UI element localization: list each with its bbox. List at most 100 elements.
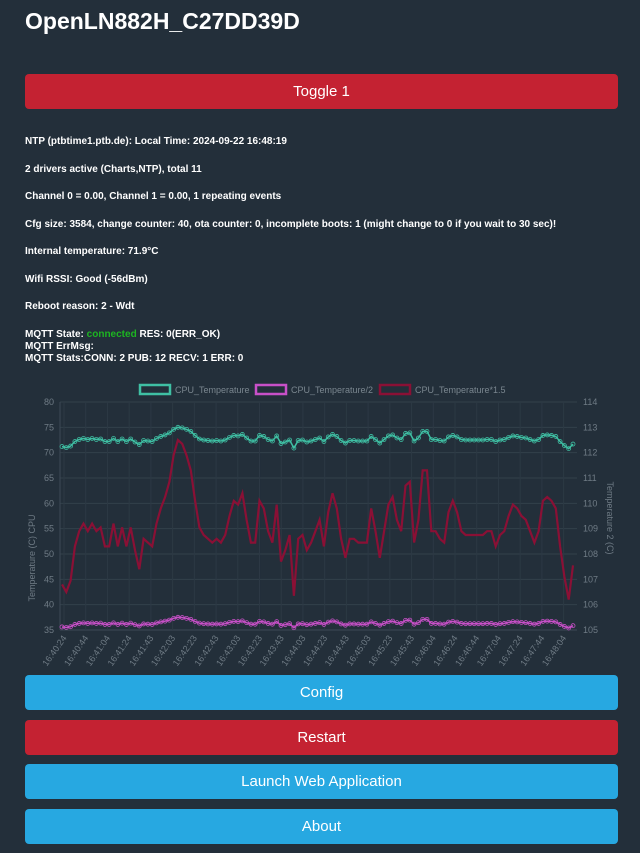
point-cpu-temperature bbox=[343, 440, 348, 446]
point-cpu-temperature bbox=[239, 432, 245, 437]
point-cpu-temperature-half bbox=[570, 623, 576, 629]
point-cpu-temperature-half bbox=[450, 618, 456, 624]
point-cpu-temperature bbox=[179, 425, 185, 431]
point-cpu-temperature-half bbox=[527, 621, 533, 626]
legend-swatch bbox=[378, 383, 412, 396]
y-left-tick-label: 70 bbox=[44, 448, 54, 458]
y-right-tick-label: 105 bbox=[583, 625, 598, 635]
point-cpu-temperature-half bbox=[321, 622, 327, 627]
point-cpu-temperature bbox=[308, 438, 314, 444]
y-right-tick-label: 110 bbox=[583, 498, 597, 508]
point-cpu-temperature bbox=[235, 433, 241, 439]
point-cpu-temperature bbox=[85, 437, 91, 442]
y-right-tick-label: 106 bbox=[583, 600, 598, 610]
point-cpu-temperature bbox=[523, 435, 529, 441]
reboot-reason: Reboot reason: 2 - Wdt bbox=[25, 301, 135, 312]
point-cpu-temperature bbox=[257, 433, 262, 438]
point-cpu-temperature-half bbox=[252, 621, 258, 627]
chart-legend: CPU_Temperature CPU_Temperature/2 CPU_Temp… bbox=[138, 383, 506, 396]
point-cpu-temperature bbox=[115, 439, 121, 444]
mqtt-errmsg: MQTT ErrMsg: bbox=[25, 341, 94, 352]
chart-series bbox=[59, 424, 576, 631]
config-button[interactable]: Config bbox=[25, 675, 618, 710]
point-cpu-temperature-half bbox=[325, 619, 331, 625]
point-cpu-temperature bbox=[72, 439, 78, 444]
point-cpu-temperature bbox=[446, 434, 451, 440]
point-cpu-temperature bbox=[312, 437, 318, 442]
mqtt-connected-badge: connected bbox=[86, 329, 137, 340]
point-cpu-temperature-half bbox=[136, 623, 142, 629]
point-cpu-temperature-half bbox=[334, 619, 340, 625]
point-cpu-temperature-half bbox=[68, 624, 73, 630]
point-cpu-temperature-half bbox=[179, 615, 185, 620]
point-cpu-temperature-half bbox=[312, 621, 318, 626]
y-right-tick-label: 113 bbox=[583, 422, 597, 432]
point-cpu-temperature-half bbox=[398, 621, 404, 626]
point-cpu-temperature-half bbox=[364, 621, 370, 627]
point-cpu-temperature-half bbox=[566, 625, 572, 631]
mqtt-stats: MQTT Stats:CONN: 2 PUB: 12 RECV: 1 ERR: … bbox=[25, 353, 244, 364]
temperature-chart: CPU_Temperature CPU_Temperature/2 CPU_Temp… bbox=[27, 383, 615, 668]
point-cpu-temperature bbox=[390, 432, 396, 438]
point-cpu-temperature-half bbox=[300, 621, 305, 627]
point-cpu-temperature-half bbox=[308, 621, 314, 627]
point-cpu-temperature bbox=[441, 438, 447, 444]
launch-web-app-button[interactable]: Launch Web Application bbox=[25, 764, 618, 799]
point-cpu-temperature bbox=[261, 434, 267, 439]
point-cpu-temperature bbox=[136, 442, 142, 447]
point-cpu-temperature bbox=[166, 430, 172, 436]
point-cpu-temperature-half bbox=[523, 620, 529, 626]
point-cpu-temperature bbox=[81, 436, 86, 441]
point-cpu-temperature bbox=[265, 437, 271, 442]
point-cpu-temperature-half bbox=[158, 619, 164, 625]
restart-button[interactable]: Restart bbox=[25, 720, 618, 755]
point-cpu-temperature-half bbox=[562, 624, 567, 629]
point-cpu-temperature-half bbox=[493, 622, 499, 627]
point-cpu-temperature bbox=[531, 438, 537, 444]
point-cpu-temperature-half bbox=[407, 617, 413, 623]
point-cpu-temperature bbox=[506, 435, 511, 440]
point-cpu-temperature-half bbox=[124, 622, 129, 627]
point-cpu-temperature bbox=[158, 434, 164, 439]
point-cpu-temperature bbox=[416, 435, 421, 441]
toggle-1-button[interactable]: Toggle 1 bbox=[25, 74, 618, 109]
y-left-tick-label: 60 bbox=[44, 498, 54, 508]
point-cpu-temperature bbox=[377, 440, 383, 446]
point-cpu-temperature-half bbox=[119, 620, 125, 626]
series-cpu-temperature-x1-5 bbox=[61, 438, 575, 600]
point-cpu-temperature-half bbox=[106, 622, 112, 627]
point-cpu-temperature bbox=[549, 433, 554, 438]
point-cpu-temperature-half bbox=[501, 621, 507, 626]
point-cpu-temperature-half bbox=[184, 615, 189, 621]
point-cpu-temperature bbox=[385, 433, 391, 439]
point-cpu-temperature bbox=[330, 432, 335, 437]
mqtt-state: MQTT State: connected RES: 0(ERR_OK) bbox=[25, 329, 625, 341]
y-right-tick-label: 108 bbox=[583, 549, 598, 559]
point-cpu-temperature bbox=[411, 438, 417, 444]
point-cpu-temperature-half bbox=[454, 619, 460, 625]
point-cpu-temperature bbox=[334, 434, 340, 439]
y-axis-left-label: Temperature (C) CPU bbox=[27, 514, 37, 601]
point-cpu-temperature bbox=[287, 437, 292, 443]
cfg-status: Cfg size: 3584, change counter: 40, ota … bbox=[25, 219, 557, 230]
point-cpu-temperature bbox=[274, 433, 280, 439]
point-cpu-temperature bbox=[373, 437, 378, 442]
point-cpu-temperature-half bbox=[557, 622, 563, 627]
point-cpu-temperature bbox=[407, 430, 413, 436]
point-cpu-temperature bbox=[501, 437, 507, 442]
point-cpu-temperature-half bbox=[506, 619, 511, 625]
y-right-tick-label: 111 bbox=[583, 473, 597, 483]
point-cpu-temperature-half bbox=[536, 621, 542, 626]
point-cpu-temperature-half bbox=[368, 619, 374, 625]
point-cpu-temperature bbox=[368, 434, 374, 439]
y-axis-left: 80 75 70 65 60 55 50 45 40 35 bbox=[44, 397, 54, 635]
point-cpu-temperature bbox=[291, 445, 297, 451]
point-cpu-temperature bbox=[536, 437, 542, 442]
point-cpu-temperature-half bbox=[166, 617, 172, 623]
about-button[interactable]: About bbox=[25, 809, 618, 844]
point-cpu-temperature-half bbox=[270, 621, 275, 627]
y-left-tick-label: 35 bbox=[44, 625, 54, 635]
legend-label: CPU_Temperature/2 bbox=[291, 385, 373, 395]
point-cpu-temperature bbox=[89, 436, 95, 441]
point-cpu-temperature bbox=[321, 439, 327, 444]
